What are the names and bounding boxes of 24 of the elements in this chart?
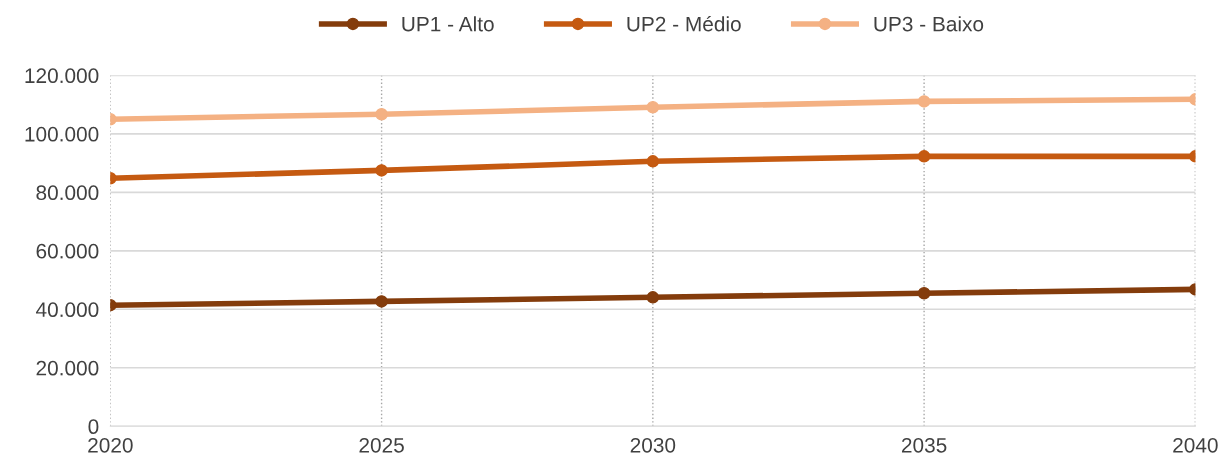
x-tick-label: 2025	[359, 437, 404, 453]
point	[375, 164, 388, 177]
point	[646, 155, 660, 168]
y-tick-label: 100.000	[25, 126, 99, 142]
point	[646, 100, 660, 114]
x-tick-label: 2040	[1173, 437, 1218, 453]
y-tick-label: 60.000	[36, 243, 99, 259]
point	[917, 150, 931, 163]
legend-label: UP2 - Médio	[627, 15, 741, 32]
point	[375, 108, 388, 121]
point	[646, 291, 660, 304]
point	[917, 286, 931, 300]
legend-label: UP1 - Alto	[402, 16, 494, 32]
x-tick-label: 2020	[88, 437, 133, 453]
x-tick-label: 2035	[901, 437, 947, 453]
legend-label: UP3 - Baixo	[874, 16, 984, 32]
y-tick-label: 20.000	[36, 360, 99, 376]
y-tick-label: 0	[88, 419, 99, 435]
y-tick-label: 80.000	[36, 185, 99, 201]
point	[917, 95, 931, 108]
y-tick-label: 120.000	[25, 68, 99, 84]
point	[375, 295, 388, 308]
x-tick-label: 2030	[630, 437, 676, 453]
y-tick-label: 40.000	[35, 302, 99, 318]
